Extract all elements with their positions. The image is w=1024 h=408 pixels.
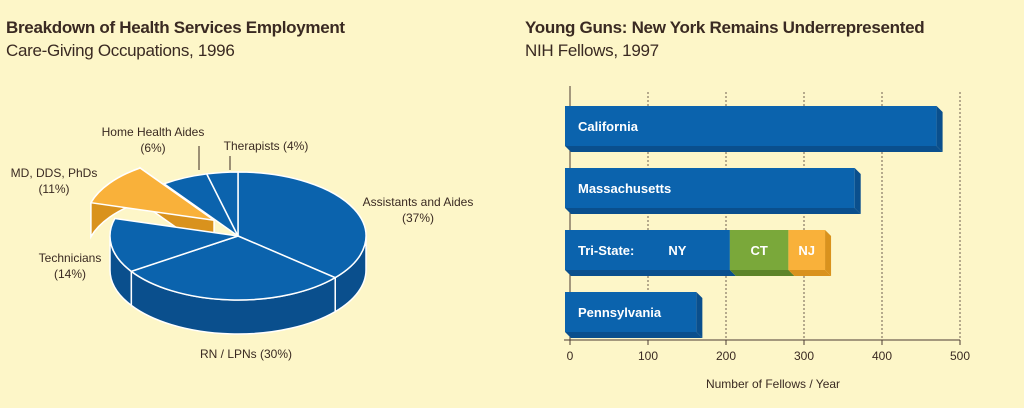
bar-segment-label: NY bbox=[668, 243, 686, 258]
pie-slice bbox=[205, 171, 239, 237]
pie-label: Assistants and Aides bbox=[363, 195, 474, 209]
pie-group bbox=[89, 166, 367, 335]
bar-chart-subtitle: NIH Fellows, 1997 bbox=[525, 41, 659, 60]
bar bbox=[565, 106, 937, 146]
pie-label: MD, DDS, PhDs bbox=[11, 166, 98, 180]
bar-depth-side bbox=[936, 106, 943, 152]
bar-category-label: Tri-State: bbox=[578, 243, 634, 258]
pie-label-percent: (11%) bbox=[38, 182, 69, 196]
bar-depth bbox=[729, 270, 795, 276]
bar-depth bbox=[565, 146, 943, 152]
bar-segment-label: CT bbox=[750, 243, 767, 258]
pie-slice bbox=[129, 235, 337, 301]
bar bbox=[788, 230, 826, 270]
bar-depth bbox=[565, 332, 703, 338]
bar-chart-title: Young Guns: New York Remains Underrepres… bbox=[525, 18, 925, 37]
pie-chart-title: Breakdown of Health Services Employment bbox=[6, 18, 345, 37]
bar-depth-side bbox=[696, 292, 703, 338]
x-axis-label: Number of Fellows / Year bbox=[706, 377, 840, 391]
bar-depth-side bbox=[854, 168, 861, 214]
pie-label: RN / LPNs (30%) bbox=[200, 347, 292, 361]
bar-depth bbox=[565, 270, 736, 276]
x-tick-label: 300 bbox=[794, 349, 814, 363]
pie-label-percent: (6%) bbox=[140, 141, 165, 155]
bar bbox=[565, 168, 855, 208]
pie-label: Therapists (4%) bbox=[224, 139, 309, 153]
x-tick-label: 100 bbox=[638, 349, 658, 363]
bar bbox=[565, 230, 730, 270]
pie-slice bbox=[237, 171, 367, 279]
x-tick-label: 200 bbox=[716, 349, 736, 363]
bar-segment-label: NJ bbox=[798, 243, 815, 258]
x-tick-label: 400 bbox=[872, 349, 892, 363]
pie-chart-subtitle: Care-Giving Occupations, 1996 bbox=[6, 41, 235, 60]
bar-depth-side bbox=[825, 230, 832, 276]
bar-depth bbox=[788, 270, 832, 276]
pie-slice bbox=[89, 167, 215, 221]
bar-category-label: Massachusetts bbox=[578, 181, 671, 196]
pie-label-percent: (14%) bbox=[54, 267, 86, 281]
bar bbox=[729, 230, 789, 270]
bar-category-label: Pennsylvania bbox=[578, 305, 662, 320]
x-tick-label: 0 bbox=[567, 349, 574, 363]
bar-category-label: California bbox=[578, 119, 639, 134]
pie-slice bbox=[109, 217, 239, 273]
pie-label: Technicians bbox=[39, 251, 102, 265]
pie-label: Home Health Aides bbox=[102, 125, 205, 139]
pie-label-percent: (37%) bbox=[402, 211, 434, 225]
bar bbox=[565, 292, 697, 332]
x-tick-label: 500 bbox=[950, 349, 970, 363]
bar-depth bbox=[565, 208, 861, 214]
